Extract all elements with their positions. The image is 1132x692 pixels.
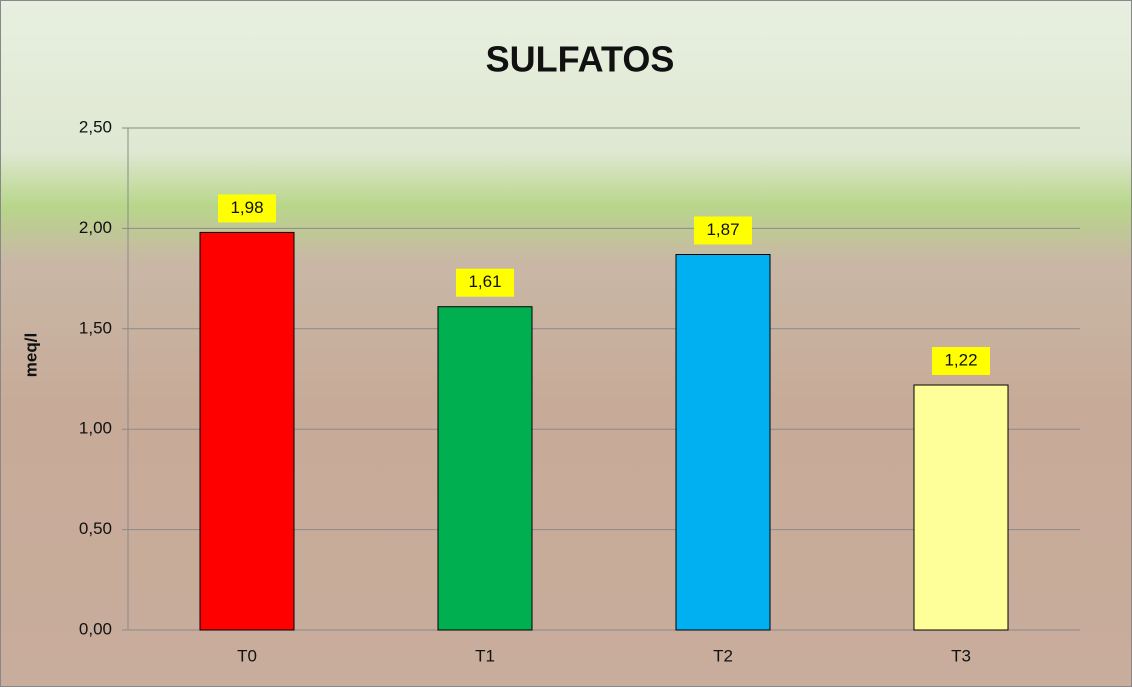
x-tick-label: T0	[237, 646, 257, 665]
value-label-bg	[456, 268, 514, 297]
bar	[437, 306, 533, 631]
y-tick-label: 0,50	[79, 519, 112, 538]
value-label-bg	[932, 347, 990, 376]
x-tick-label: T3	[951, 646, 971, 665]
y-tick-label: 1,50	[79, 318, 112, 337]
chart-title: SULFATOS	[486, 39, 675, 80]
y-axis-label: meq/l	[21, 333, 40, 377]
y-tick-label: 2,00	[79, 218, 112, 237]
value-label: 1,61	[468, 272, 501, 291]
bar	[675, 254, 771, 631]
x-tick-label: T1	[475, 646, 495, 665]
bar	[913, 384, 1009, 631]
y-tick-label: 1,00	[79, 419, 112, 438]
value-label-bg	[218, 194, 276, 223]
y-tick-label: 0,00	[79, 619, 112, 638]
y-tick-label: 2,50	[79, 117, 112, 136]
bar	[199, 231, 295, 631]
value-label-bg	[694, 216, 752, 245]
x-tick-label: T2	[713, 646, 733, 665]
value-label: 1,22	[944, 351, 977, 370]
value-label: 1,87	[706, 220, 739, 239]
value-label: 1,98	[230, 198, 263, 217]
